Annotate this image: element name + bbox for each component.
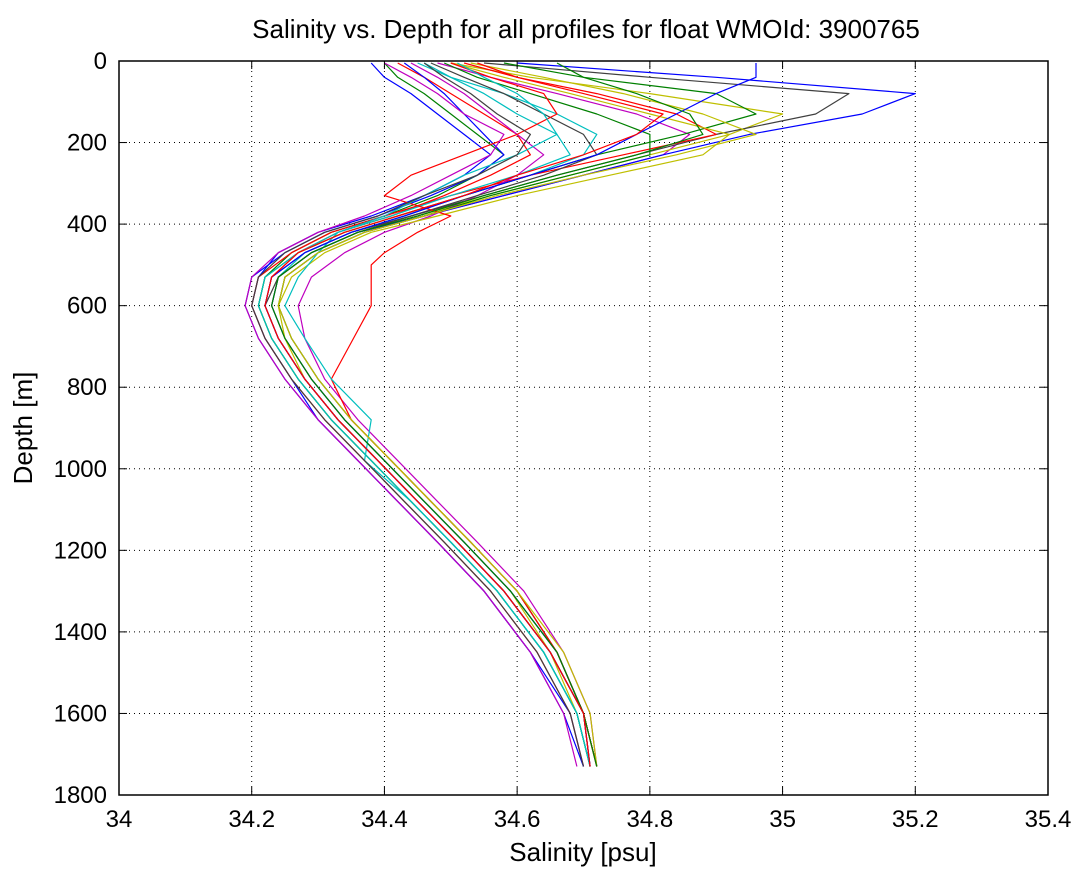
y-tick-label: 800 — [67, 374, 107, 401]
series-group — [244, 62, 916, 767]
profile-line — [297, 62, 598, 767]
y-tick-label: 1600 — [54, 700, 107, 727]
x-tick-label: 34.4 — [361, 806, 408, 833]
x-tick-labels: 34 34.2 34.4 34.6 34.8 35 35.2 35.4 — [106, 806, 1072, 833]
x-tick-label: 34.2 — [228, 806, 275, 833]
y-tick-label: 1800 — [54, 782, 107, 809]
x-tick-label: 34.6 — [494, 806, 541, 833]
y-tick-label: 1000 — [54, 456, 107, 483]
profile-line — [244, 62, 578, 767]
y-tick-label: 0 — [94, 48, 107, 75]
y-tick-label: 400 — [67, 211, 107, 238]
y-tick-label: 600 — [67, 293, 107, 320]
plot-area-frame — [118, 60, 1049, 796]
profile-line — [271, 62, 704, 767]
profile-line — [264, 62, 664, 767]
x-tick-label: 35.2 — [892, 806, 939, 833]
y-tick-labels: 0 200 400 600 800 1000 1200 1400 1600 1800 — [54, 48, 107, 809]
x-tick-label: 34.8 — [626, 806, 673, 833]
y-tick-label: 1400 — [54, 619, 107, 646]
profile-line — [251, 62, 585, 767]
y-tick-label: 1200 — [54, 537, 107, 564]
x-axis-label: Salinity [psu] — [509, 837, 656, 867]
profile-line — [277, 62, 757, 767]
tick-marks — [118, 60, 1049, 796]
x-tick-label: 35.4 — [1025, 806, 1072, 833]
profile-line — [284, 62, 591, 767]
y-axis-label: Depth [m] — [8, 372, 38, 485]
chart-title: Salinity vs. Depth for all profiles for … — [252, 14, 920, 44]
x-tick-label: 35 — [769, 806, 796, 833]
x-tick-label: 34 — [106, 806, 133, 833]
y-tick-label: 200 — [67, 130, 107, 157]
